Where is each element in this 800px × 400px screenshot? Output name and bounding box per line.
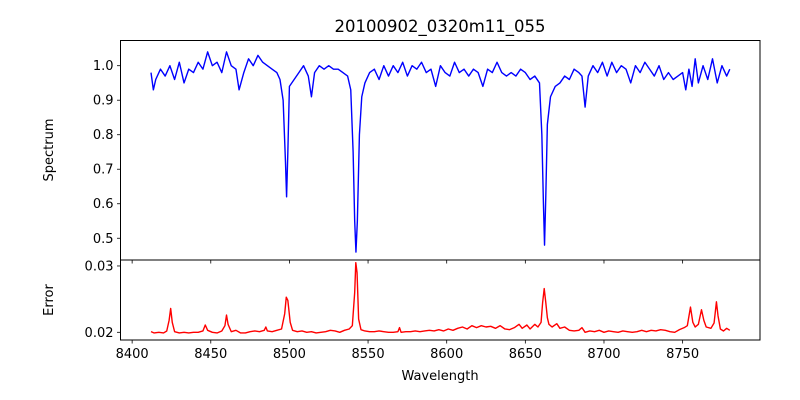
spectrum-y-axis-label: Spectrum <box>42 119 57 182</box>
x-tick-label: 8500 <box>273 347 306 362</box>
error-y-axis-label: Error <box>42 284 57 316</box>
x-axis-label: Wavelength <box>401 369 478 384</box>
error-series-line <box>150 261 731 334</box>
error-y-tick-label: 0.03 <box>85 259 114 274</box>
x-tick-label: 8600 <box>430 347 463 362</box>
spectrum-y-tick-label: 0.7 <box>93 163 114 178</box>
x-tick-label: 8400 <box>116 347 149 362</box>
x-tick-label: 8750 <box>666 347 699 362</box>
x-tick-label: 8450 <box>194 347 227 362</box>
error-axes-frame <box>120 259 761 341</box>
chart-title: 20100902_0320m11_055 <box>334 17 545 37</box>
spectrum-y-tick-label: 0.8 <box>93 128 114 143</box>
spectrum-series-line <box>150 51 731 253</box>
error-y-tick-label: 0.02 <box>85 326 114 341</box>
spectrum-y-tick-label: 0.5 <box>93 232 114 247</box>
spectrum-y-tick-label: 0.6 <box>93 197 114 212</box>
spectrum-y-tick-label: 1.0 <box>93 59 114 74</box>
x-tick-label: 8650 <box>509 347 542 362</box>
spectrum-y-tick-label: 0.9 <box>93 94 114 109</box>
x-tick-label: 8550 <box>352 347 385 362</box>
x-tick-label: 8700 <box>587 347 620 362</box>
